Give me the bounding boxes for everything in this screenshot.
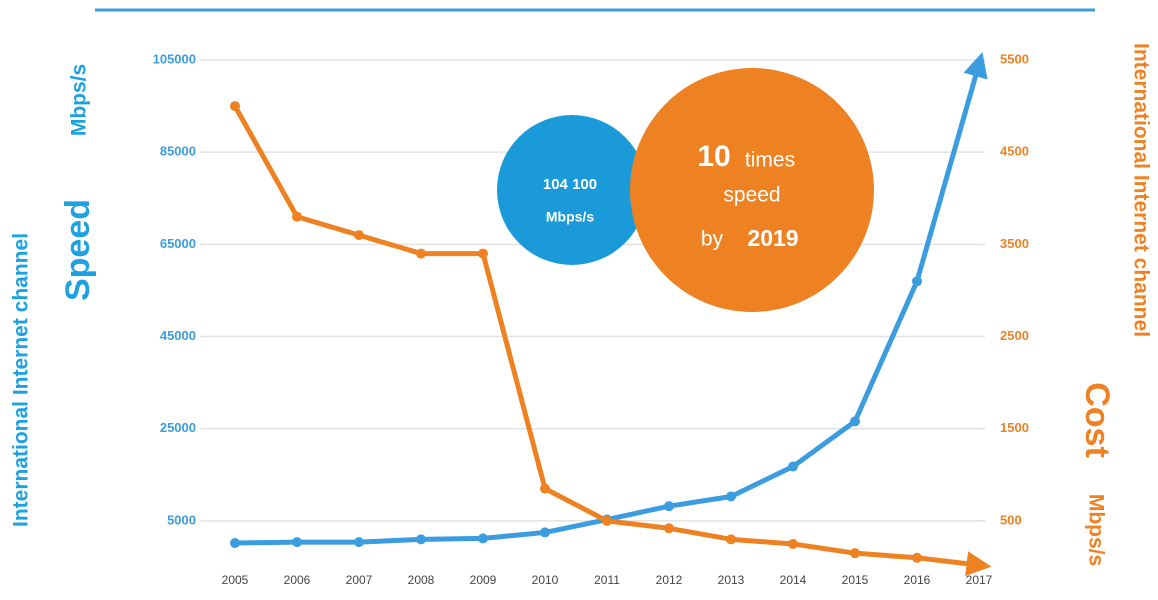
by-year: 2019	[747, 225, 798, 251]
point	[664, 501, 674, 512]
point	[912, 552, 922, 563]
y2-axis-label-unit: Mbps/s	[1084, 494, 1107, 566]
point	[912, 276, 922, 287]
point	[850, 416, 860, 427]
times-number: 10	[697, 140, 730, 173]
speed-word: speed	[723, 184, 780, 207]
y2-tick-label: 1500	[1000, 420, 1029, 435]
x-tick-label: 2016	[904, 573, 931, 587]
x-tick-label: 2010	[532, 573, 559, 587]
y-tick-label: 65000	[160, 236, 196, 251]
point	[230, 538, 240, 549]
y2-axis-label-line1: International Internet channel	[1129, 43, 1152, 337]
point	[416, 534, 426, 545]
point	[602, 515, 612, 526]
speed-value: 104 100	[543, 176, 597, 193]
x-tick-label: 2011	[594, 573, 620, 587]
times-word: times	[745, 149, 795, 172]
y-tick-label: 85000	[160, 144, 196, 159]
y-axis-label-main: Speed	[59, 199, 97, 301]
y2-tick-label: 2500	[1000, 328, 1029, 343]
point	[354, 537, 364, 548]
y-tick-label: 5000	[167, 512, 196, 527]
point	[354, 230, 364, 241]
point	[292, 537, 302, 548]
point	[292, 211, 302, 222]
x-tick-label: 2017	[966, 573, 993, 587]
x-tick-label: 2008	[408, 573, 435, 587]
x-tick-label: 2005	[222, 573, 249, 587]
times-bubble	[630, 68, 874, 312]
grid: 105000 85000 65000 45000 25000 5000 5500 4500 35…	[153, 51, 1029, 587]
speed-bubble	[497, 115, 647, 265]
y2-tick-label: 500	[1000, 512, 1022, 527]
point	[416, 248, 426, 259]
point	[850, 548, 860, 559]
y2-axis-label-main: Cost	[1078, 382, 1116, 458]
x-tick-label: 2006	[284, 573, 311, 587]
marks	[230, 52, 992, 577]
y2-tick-label: 5500	[1000, 51, 1029, 66]
point	[788, 538, 798, 549]
y-tick-label: 45000	[160, 328, 196, 343]
x-tick-label: 2015	[842, 573, 869, 587]
point	[664, 523, 674, 534]
point	[540, 483, 550, 494]
point	[540, 527, 550, 538]
x-tick-label: 2009	[470, 573, 497, 587]
speed-unit: Mbps/s	[546, 209, 594, 225]
y-axis-label-line1: International Internet channel	[10, 233, 33, 527]
point	[478, 248, 488, 259]
x-tick-label: 2014	[780, 573, 807, 587]
point	[726, 491, 736, 502]
point	[726, 534, 736, 545]
y2-tick-label: 4500	[1000, 144, 1029, 159]
y2-tick-label: 3500	[1000, 236, 1029, 251]
by-word: by	[701, 228, 724, 251]
y-axis-label-unit: Mbps/s	[68, 64, 91, 136]
point	[478, 533, 488, 544]
point	[230, 101, 240, 112]
y-tick-label: 105000	[153, 51, 196, 66]
y-tick-label: 25000	[160, 420, 196, 435]
x-tick-label: 2012	[656, 573, 683, 587]
x-tick-label: 2013	[718, 573, 745, 587]
x-tick-label: 2007	[346, 573, 373, 587]
point	[788, 461, 798, 472]
